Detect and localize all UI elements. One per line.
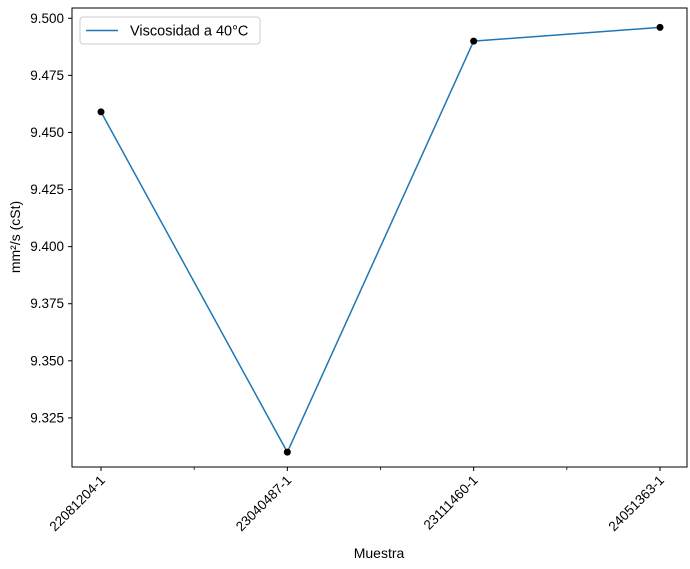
y-tick-label: 9.375 bbox=[30, 296, 64, 311]
plot-area bbox=[71, 7, 688, 468]
legend-box bbox=[79, 16, 261, 45]
legend: Viscosidad a 40°C bbox=[79, 16, 261, 45]
y-tick-label: 9.425 bbox=[30, 182, 64, 197]
series-line bbox=[100, 26, 661, 454]
x-axis: 22081204-1 23040487-1 23111460-1 24051363-1 bbox=[47, 467, 668, 535]
data-point bbox=[283, 448, 291, 456]
x-tick-label: 23040487-1 bbox=[233, 473, 295, 535]
series-layer bbox=[97, 23, 664, 456]
y-tick-label: 9.475 bbox=[30, 68, 64, 83]
y-tick-label: 9.350 bbox=[30, 353, 64, 368]
y-tick-label: 9.450 bbox=[30, 125, 64, 140]
y-axis-label: mm²/s (cSt) bbox=[7, 201, 23, 273]
x-tick-label: 23111460-1 bbox=[421, 473, 481, 533]
y-tick-label: 9.500 bbox=[30, 11, 64, 26]
data-point bbox=[470, 37, 478, 45]
y-tick-label: 9.400 bbox=[30, 239, 64, 254]
y-axis: 9.325 9.350 9.375 9.400 9.425 9.450 9.475 9.500 bbox=[30, 11, 72, 425]
data-point bbox=[656, 23, 664, 31]
data-point bbox=[97, 108, 105, 116]
x-tick-label: 22081204-1 bbox=[47, 473, 109, 535]
x-axis-label: Muestra bbox=[354, 545, 405, 561]
legend-label: Viscosidad a 40°C bbox=[130, 24, 248, 40]
x-tick-label: 24051363-1 bbox=[606, 473, 668, 535]
y-tick-label: 9.325 bbox=[30, 410, 64, 425]
